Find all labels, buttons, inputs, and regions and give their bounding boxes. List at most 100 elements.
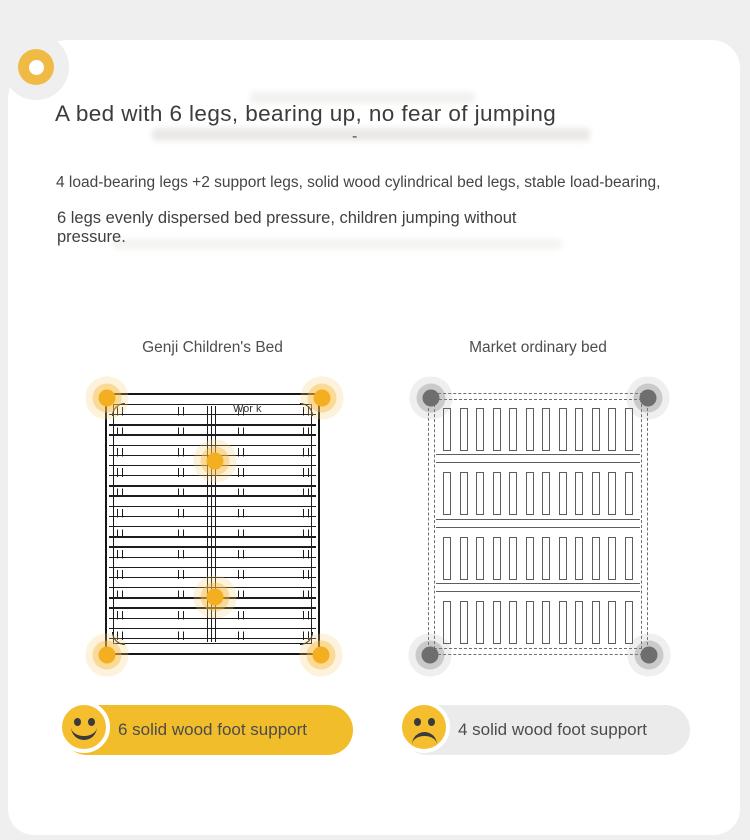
bed-leg-yellow	[206, 452, 224, 470]
bed-slat-vertical	[509, 472, 518, 515]
ordinary-bed-badge: 4 solid wood foot support	[402, 705, 690, 755]
bed-slat	[109, 495, 316, 497]
ghost-smudge	[250, 92, 475, 103]
bed-slat-vertical	[575, 537, 584, 580]
bed-slat	[109, 576, 316, 579]
eye	[88, 718, 95, 726]
genji-bed-badge: 6 solid wood foot support	[62, 705, 353, 755]
bed-slat-vertical	[591, 601, 600, 644]
smiley-face-icon	[58, 701, 110, 753]
bed-leg-gray	[639, 389, 657, 407]
bed-slat-vertical	[492, 408, 501, 451]
cross-rail	[436, 583, 640, 592]
bed-slat-vertical	[608, 408, 617, 451]
bed-leg-yellow	[98, 646, 116, 664]
stray-dash: -	[352, 128, 358, 145]
bed-slat-vertical	[443, 601, 451, 644]
cross-rail	[436, 519, 640, 528]
eye	[74, 718, 81, 726]
bed-slat-vertical	[591, 472, 600, 515]
bed-slat	[109, 475, 316, 477]
bed-slat-vertical	[492, 537, 501, 580]
bed-slat	[109, 536, 316, 538]
bed-slat-vertical	[459, 537, 468, 580]
bed-slat-vertical	[492, 472, 501, 515]
bed-slat-vertical	[575, 601, 584, 644]
bed-slat-vertical	[542, 537, 551, 580]
bed-slat-vertical	[525, 601, 534, 644]
brand-ring-hole	[28, 59, 44, 75]
right-diagram-label: Market ordinary bed	[469, 339, 607, 356]
bed-leg-gray	[422, 389, 440, 407]
slat-connector-ticks	[178, 407, 180, 641]
bed-slat-vertical	[558, 537, 567, 580]
bed-slat	[109, 607, 316, 609]
slat-connector-ticks	[303, 407, 305, 641]
eye	[428, 718, 435, 726]
ordinary-bed-diagram	[421, 389, 658, 664]
bed-slat-vertical	[509, 537, 518, 580]
slat-row	[443, 537, 633, 580]
bed-slat-vertical	[476, 472, 485, 515]
bed-slat-vertical	[542, 472, 551, 515]
bed-slat-vertical	[525, 472, 534, 515]
subtitle-line-1: 4 load-bearing legs +2 support legs, sol…	[56, 174, 661, 191]
slat-connector-ticks	[308, 407, 310, 641]
bed-slat-vertical	[476, 537, 485, 580]
bed-slat-vertical	[608, 472, 617, 515]
bed-slat-vertical	[476, 601, 485, 644]
subtitle-line-2: 6 legs evenly dispersed bed pressure, ch…	[57, 209, 517, 246]
bed-leg-gray	[421, 646, 439, 664]
bed-slat-vertical	[509, 408, 518, 451]
bed-slat-vertical	[509, 601, 518, 644]
bed-slat-vertical	[476, 408, 485, 451]
bed-slat-vertical	[542, 408, 551, 451]
cross-rail	[436, 454, 640, 463]
bed-slat-vertical	[575, 472, 584, 515]
bed-slat-vertical	[624, 537, 633, 580]
bed-frame-inner-line	[113, 404, 312, 644]
bed-slat	[109, 617, 316, 620]
bed-slat-vertical	[624, 472, 633, 515]
bed-slat-vertical	[575, 408, 584, 451]
bed-slat-vertical	[558, 472, 567, 515]
eye	[414, 718, 421, 726]
bed-slat-vertical	[591, 408, 600, 451]
center-support-rail	[211, 406, 213, 642]
ghost-smudge	[112, 239, 562, 249]
slat-connector-ticks	[243, 407, 245, 641]
bed-slat	[109, 526, 316, 528]
bed-slat-vertical	[608, 601, 617, 644]
corner-bracket	[112, 403, 125, 416]
bed-frame-inner-dashed-line	[434, 399, 642, 649]
bed-slat-vertical	[459, 472, 468, 515]
bed-leg-yellow	[206, 588, 224, 606]
left-diagram-label: Genji Children's Bed	[142, 339, 283, 356]
bed-slat-vertical	[443, 408, 451, 451]
bed-slat-vertical	[591, 537, 600, 580]
bed-slat-vertical	[525, 537, 534, 580]
page-title: A bed with 6 legs, bearing up, no fear o…	[55, 101, 557, 126]
bed-slat	[109, 587, 316, 589]
slat-row	[443, 408, 633, 451]
sad-face-icon	[398, 701, 450, 753]
bed-slat	[109, 566, 316, 569]
slat-row	[443, 472, 633, 515]
bed-leg-yellow	[312, 646, 330, 664]
bed-slat	[109, 444, 316, 446]
bed-slat-vertical	[443, 472, 451, 515]
smile-mouth	[71, 726, 97, 740]
leftover-translation-text: Wor k	[233, 403, 262, 415]
bed-slat	[109, 546, 316, 548]
bed-slat-vertical	[459, 601, 468, 644]
bed-slat	[109, 638, 316, 640]
brand-ring-icon	[18, 49, 54, 85]
bed-slat-vertical	[542, 601, 551, 644]
slat-connector-ticks	[117, 407, 119, 641]
ghost-smudge	[152, 128, 590, 141]
slat-connector-ticks	[238, 407, 240, 641]
bed-slat	[109, 556, 316, 558]
bed-slat	[109, 485, 316, 487]
bed-slat	[109, 505, 316, 508]
bed-slat-vertical	[608, 537, 617, 580]
